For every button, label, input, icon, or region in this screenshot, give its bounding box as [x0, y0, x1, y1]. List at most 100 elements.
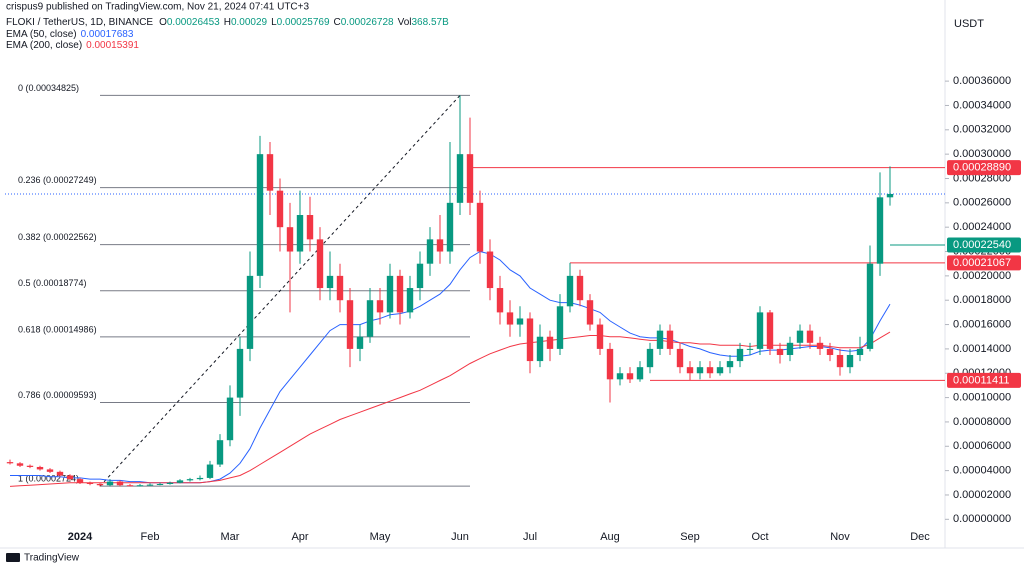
- x-tick-label: Feb: [141, 531, 160, 543]
- candle-body: [326, 275, 334, 289]
- symbol-legend: FLOKI / TetherUS, 1D, BINANCE O0.00026453…: [6, 17, 449, 28]
- candle-body: [396, 275, 404, 313]
- candle-body: [166, 482, 174, 485]
- y-tick-label: 0.00002000: [953, 489, 1011, 501]
- candle-body: [486, 251, 494, 289]
- candle-body: [386, 275, 394, 313]
- price-tag: [947, 237, 1021, 253]
- candle-body: [86, 482, 94, 485]
- candle-body: [226, 397, 234, 441]
- y-tick-label: 0.00000000: [953, 513, 1011, 525]
- candle-body: [336, 275, 344, 301]
- y-tick-label: 0.00026000: [953, 197, 1011, 209]
- field-label: C: [334, 17, 341, 28]
- y-tick-label: 0.00020000: [953, 270, 1011, 282]
- candle-body: [586, 300, 594, 325]
- field-value: 368.57B: [412, 17, 450, 28]
- candle-body: [466, 154, 474, 203]
- candle-body: [656, 330, 664, 349]
- indicator-name: EMA (200, close): [6, 40, 82, 51]
- candle-body: [346, 300, 354, 349]
- candle-body: [766, 312, 774, 349]
- candle-body: [316, 239, 324, 289]
- candle-body: [456, 154, 464, 203]
- candle-body: [686, 367, 694, 374]
- candle-body: [46, 469, 54, 472]
- candle-body: [806, 330, 814, 343]
- field-value: 0.00025769: [277, 17, 330, 28]
- candle-body: [376, 300, 384, 313]
- candle-body: [566, 275, 574, 307]
- candle-body: [736, 348, 744, 362]
- fib-label: 0.236 (0.00027249): [18, 175, 97, 185]
- candle-body: [546, 336, 554, 349]
- candle-body: [416, 263, 424, 289]
- candle-body: [256, 154, 264, 276]
- candle-body: [436, 239, 444, 252]
- candle-body: [66, 475, 74, 480]
- fib-label: 0 (0.00034825): [18, 83, 79, 93]
- y-tick-label: 0.00030000: [953, 148, 1011, 160]
- candle-body: [866, 263, 874, 349]
- candle-body: [426, 239, 434, 264]
- candle-body: [506, 312, 514, 325]
- candle-body: [266, 154, 274, 191]
- x-tick-label: Mar: [221, 531, 240, 543]
- candle-body: [776, 348, 784, 355]
- price-tag: [947, 372, 1021, 388]
- indicator-legend: EMA (50, close) 0.00017683: [6, 29, 134, 40]
- candle-body: [6, 462, 14, 464]
- x-tick-label: Jun: [451, 531, 469, 543]
- candle-body: [726, 361, 734, 368]
- candle-body: [406, 288, 414, 313]
- candle-body: [126, 485, 134, 487]
- symbol: FLOKI / TetherUS, 1D, BINANCE: [6, 17, 153, 28]
- x-tick-label: Sep: [680, 531, 700, 543]
- y-tick-label: 0.00028000: [953, 172, 1011, 184]
- candle-body: [206, 464, 214, 478]
- price-tag: [947, 160, 1021, 176]
- candle-body: [36, 466, 44, 470]
- indicator-legend: EMA (200, close) 0.00015391: [6, 40, 139, 51]
- fib-label: 0.5 (0.00018774): [18, 278, 87, 288]
- candle-body: [496, 288, 504, 313]
- candle-body: [106, 481, 114, 486]
- candle-body: [706, 367, 714, 374]
- y-tick-label: 0.00004000: [953, 465, 1011, 477]
- candle-body: [536, 336, 544, 362]
- candle-body: [596, 324, 604, 349]
- x-tick-label: Dec: [910, 531, 930, 543]
- candle-body: [886, 193, 894, 198]
- candle-body: [876, 197, 884, 264]
- candle-body: [136, 485, 144, 487]
- fib-label: 0.382 (0.00022562): [18, 232, 97, 242]
- y-tick-label: 0.00008000: [953, 416, 1011, 428]
- candle-body: [696, 367, 704, 374]
- candle-body: [746, 348, 754, 350]
- x-tick-label: 2024: [68, 531, 93, 543]
- candle-body: [156, 484, 164, 486]
- candle-body: [676, 348, 684, 368]
- fib-trend-line: [99, 95, 461, 487]
- candle-body: [796, 330, 804, 343]
- y-tick-label: 0.00010000: [953, 391, 1011, 403]
- candle-body: [366, 300, 374, 337]
- price-tag-label: 0.00021067: [953, 257, 1011, 269]
- field-label: Vol: [398, 17, 412, 28]
- candle-body: [716, 367, 724, 374]
- candle-body: [446, 202, 454, 252]
- candle-body: [856, 348, 864, 355]
- candle-body: [846, 354, 854, 368]
- indicator-value: 0.00015391: [86, 40, 139, 51]
- y-tick-label: 0.00016000: [953, 318, 1011, 330]
- candle-body: [16, 463, 24, 466]
- candle-body: [616, 373, 624, 380]
- candle-body: [216, 440, 224, 465]
- y-tick-label: 0.00024000: [953, 221, 1011, 233]
- candle-body: [816, 342, 824, 349]
- candle-body: [356, 336, 364, 349]
- field-label: O: [159, 17, 167, 28]
- price-tag-label: 0.00011411: [953, 374, 1009, 386]
